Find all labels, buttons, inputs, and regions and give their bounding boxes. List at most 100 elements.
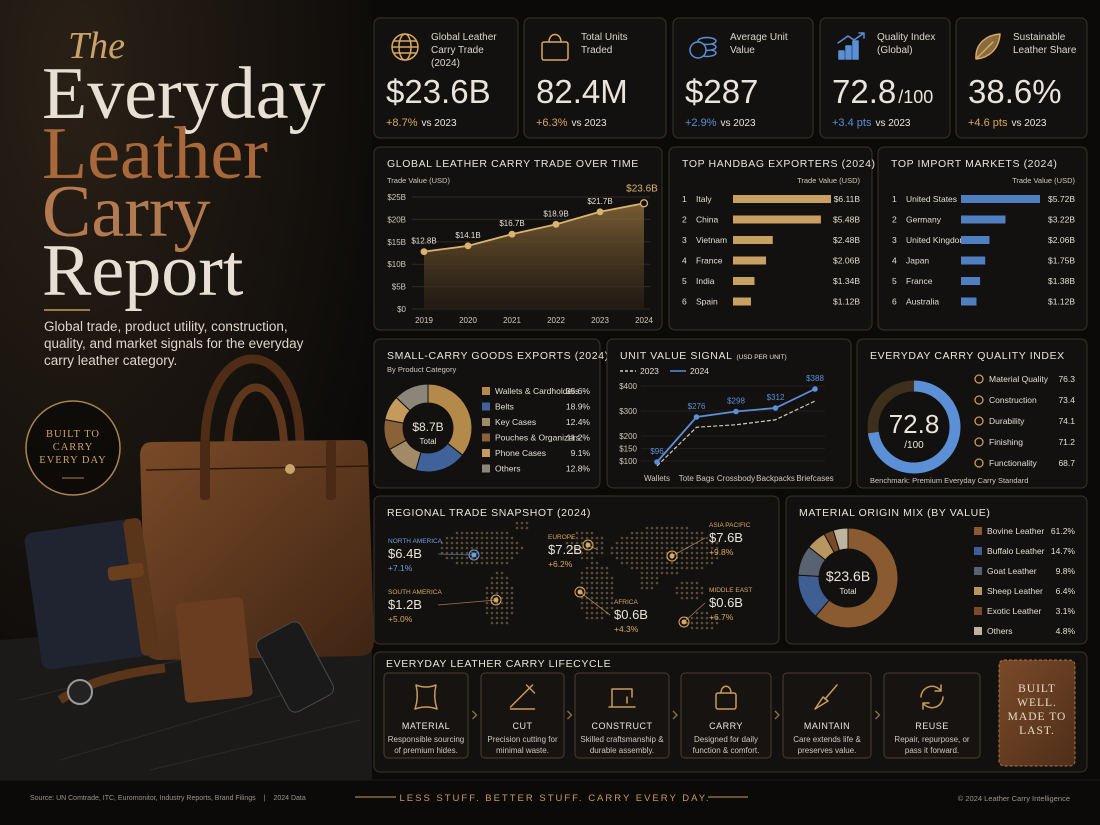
marker-halo (582, 539, 594, 551)
map-dot (505, 586, 509, 590)
map-dot (605, 571, 609, 575)
map-dot (490, 536, 494, 540)
map-dot (705, 556, 709, 560)
map-dot (490, 606, 494, 610)
step-box (480, 672, 565, 759)
kpi-icon (837, 32, 865, 60)
legend-value: 9.1% (571, 448, 591, 458)
map-dot (685, 566, 689, 570)
legend-label: Phone Cases (495, 448, 546, 458)
map-dot (475, 546, 479, 550)
title-word: Carry (42, 171, 211, 253)
map-dot (585, 601, 589, 605)
map-dot (620, 556, 624, 560)
map-dot (700, 616, 704, 620)
map-dot (610, 551, 614, 555)
map-dot (680, 531, 684, 535)
item-value: 71.2 (1058, 437, 1075, 447)
bar (961, 195, 1040, 203)
map-dot (590, 566, 594, 570)
legend-swatch (974, 527, 982, 535)
map-dot (605, 566, 609, 570)
category-label: China (696, 215, 718, 225)
map-dot (675, 531, 679, 535)
map-dot (595, 561, 599, 565)
map-dot (500, 551, 504, 555)
map-dot (640, 576, 644, 580)
map-dot (470, 546, 474, 550)
map-dot (680, 546, 684, 550)
map-dot (600, 551, 604, 555)
map-dot (645, 576, 649, 580)
map-dot (590, 531, 594, 535)
map-dot (495, 551, 499, 555)
icon-part (608, 688, 636, 708)
map-dot (700, 586, 704, 590)
map-dot (620, 551, 624, 555)
item-value: 68.7 (1058, 458, 1075, 468)
marker (585, 542, 591, 548)
y-tick-label: $15B (387, 238, 406, 247)
map-dot (670, 531, 674, 535)
map-dot (565, 546, 569, 550)
bar (961, 215, 1006, 224)
legend-label: Wallets & Cardholders (495, 386, 579, 396)
step-icon (608, 688, 636, 708)
point (812, 386, 818, 392)
badge-text: BUILT TO CARRY EVERY DAY (39, 429, 107, 466)
map-dot (715, 616, 719, 620)
map-dot (495, 586, 499, 590)
map-dot (665, 531, 669, 535)
map-dot (680, 556, 684, 560)
marker (577, 589, 583, 595)
map-dot (640, 546, 644, 550)
icon-part (814, 684, 838, 710)
map-dot (645, 586, 649, 590)
map-dot (650, 561, 654, 565)
map-dot (495, 541, 499, 545)
map-dot (680, 566, 684, 570)
legend-swatch (974, 627, 982, 635)
item-icon (974, 416, 984, 426)
legend-label: Bovine Leather (987, 526, 1044, 536)
rank: 5 (682, 276, 687, 286)
region-value: $7.6B (709, 530, 743, 545)
map-dot (685, 596, 689, 600)
bag-strap (326, 440, 336, 500)
map-dot (660, 536, 664, 540)
value-label: $23.6B (626, 183, 658, 194)
map-dot (700, 541, 704, 545)
map-dot (650, 576, 654, 580)
map-dot (510, 586, 514, 590)
legend-value: 11.2% (567, 433, 591, 443)
rank: 2 (682, 215, 687, 225)
donut-segment (832, 527, 849, 551)
map-dot (685, 551, 689, 555)
map-dot (500, 596, 504, 600)
map-dot (690, 621, 694, 625)
x-tick-label: Wallets (644, 474, 670, 483)
kpi-suffix: /100 (898, 87, 933, 107)
kpi-value: 38.6% (968, 73, 1062, 110)
map-dot (510, 556, 514, 560)
map-dot (465, 561, 469, 565)
map-dot (610, 606, 614, 610)
map-dot (510, 551, 514, 555)
legend-value: 6.4% (1056, 586, 1076, 596)
bar (733, 236, 773, 244)
map-dot (505, 621, 509, 625)
item-label: Durability (989, 416, 1025, 426)
legend-label: Key Cases (495, 417, 536, 427)
map-dot (670, 571, 674, 575)
map-dot (705, 621, 709, 625)
map-dot (525, 526, 529, 530)
map-dot (690, 626, 694, 630)
kpi-change: +8.7% (386, 117, 418, 129)
map-dot (580, 536, 584, 540)
value-label: $14.1B (455, 231, 480, 240)
map-dot (485, 551, 489, 555)
step-icon (814, 684, 838, 710)
map-dot (510, 536, 514, 540)
value-label: $96 (650, 447, 664, 456)
map-dot (680, 586, 684, 590)
